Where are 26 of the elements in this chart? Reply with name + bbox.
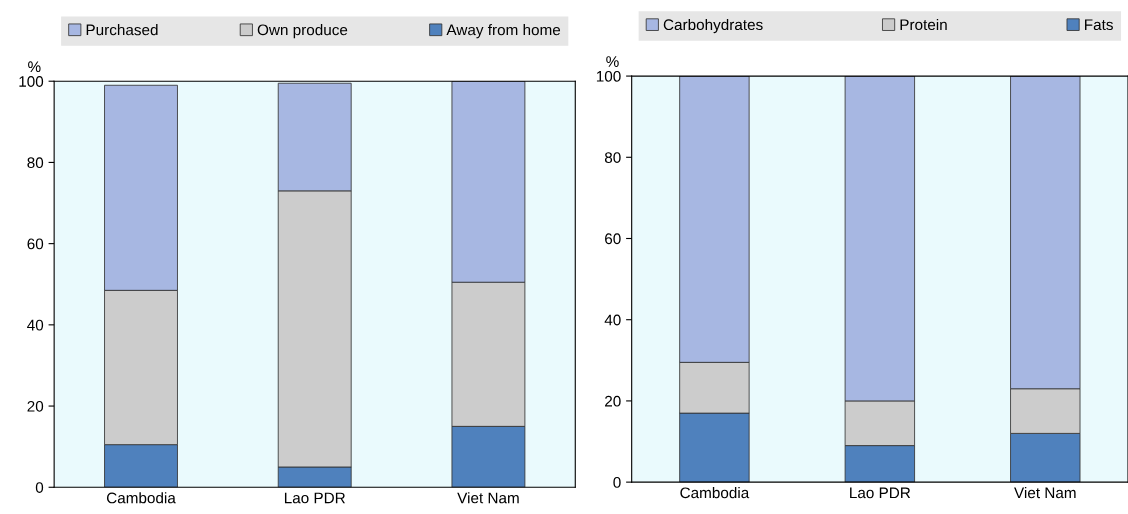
legend-label: Own produce	[257, 24, 348, 39]
y-tick-label: 60	[27, 238, 44, 250]
y-tick-label: 20	[605, 395, 621, 407]
x-tick-label: Cambodia	[106, 492, 176, 504]
y-tick-label: 40	[604, 314, 621, 326]
x-tick-label: Cambodia	[680, 486, 750, 499]
y-tick-label: 80	[27, 157, 44, 169]
x-tick-label: Viet Nam	[1014, 486, 1076, 499]
legend-label: Carbohydrates	[663, 18, 763, 34]
legend-label: Purchased	[86, 24, 158, 36]
y-tick-label: 100	[19, 76, 44, 87]
legend-label: Protein	[900, 18, 947, 31]
legend-label: Fats	[1085, 19, 1113, 31]
x-tick-label: Lao PDR	[284, 492, 345, 504]
y-tick-label: 80	[604, 152, 621, 163]
y-tick-label: 60	[605, 233, 621, 245]
y-tick-label: 100	[596, 70, 621, 82]
x-tick-label: Lao PDR	[850, 487, 911, 499]
y-axis-title: %	[28, 61, 41, 73]
y-tick-label: 40	[27, 319, 44, 331]
x-tick-label: Viet Nam	[457, 492, 519, 504]
y-tick-label: 20	[27, 400, 44, 412]
y-tick-label: 0	[35, 482, 44, 493]
y-tick-label: 0	[613, 477, 621, 488]
legend-label: Away from home	[446, 24, 561, 39]
y-axis-title: %	[606, 56, 619, 67]
